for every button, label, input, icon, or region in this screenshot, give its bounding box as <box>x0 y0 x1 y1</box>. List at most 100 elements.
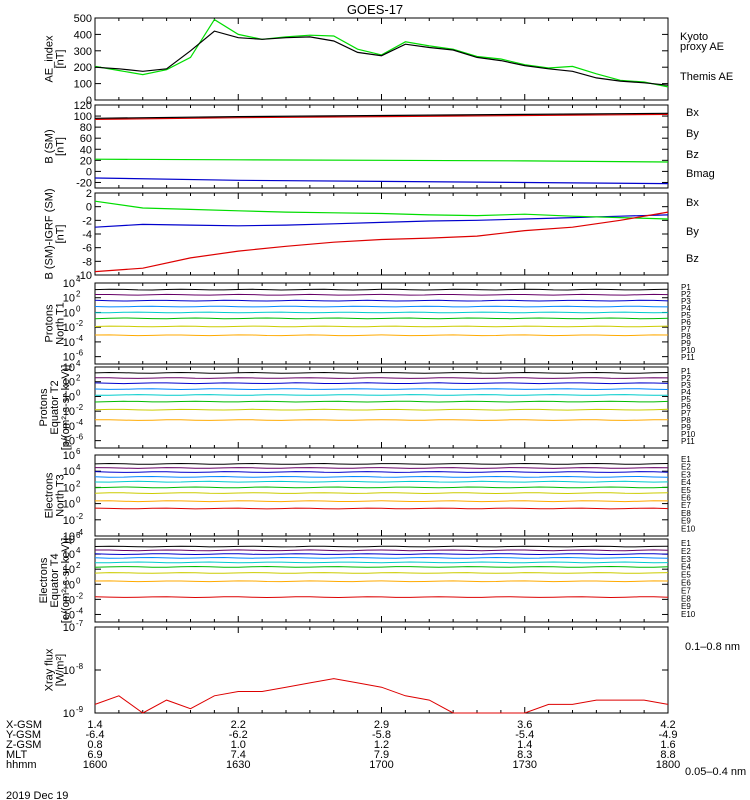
y-tick-label: 500 <box>74 13 92 25</box>
y-tick-exponent: 0 <box>76 496 81 505</box>
y-axis-label: ProtonsEquator T2[p/(cm²-s-sr-keV)] <box>38 365 72 451</box>
axis-row-value: 1730 <box>513 759 537 771</box>
y-tick-exponent: -4 <box>76 334 84 343</box>
axis-row-label: X-GSM <box>6 719 42 731</box>
axis-row-value: 8.3 <box>517 749 532 761</box>
channel-label: P11 <box>681 437 695 446</box>
channel-line-p1 <box>94 288 669 291</box>
axis-row-value: 7.9 <box>374 749 389 761</box>
y-tick-label: 10 <box>63 622 75 634</box>
axis-row-value: 4.2 <box>660 719 675 731</box>
channel-label: P8 <box>681 416 691 425</box>
y-tick-label: 0 <box>86 95 92 107</box>
legend-entry: Themis AE <box>680 71 733 83</box>
y-tick-exponent: 4 <box>76 275 81 284</box>
panel-bres: B (SM)-IGRF (SM)[nT] -10 -8-6 -4 -20 2 Bx By Bz <box>44 188 700 282</box>
y-tick-exponent: 0 <box>76 388 81 397</box>
panel-frame <box>94 366 669 449</box>
series-line <box>94 30 669 86</box>
channel-line-e9 <box>94 596 669 599</box>
channel-label: E6 <box>681 579 691 588</box>
channel-label: P8 <box>681 332 691 341</box>
panel-frame <box>94 192 669 276</box>
channel-label: E6 <box>681 494 691 503</box>
channel-label: P2 <box>681 290 691 299</box>
y-axis-label: B (SM)[nT] <box>44 129 67 163</box>
legend-entry: Bmag <box>686 168 715 180</box>
channel-line-p6 <box>94 317 669 320</box>
panel-protons-t2: ProtonsEquator T2[p/(cm²-s-sr-keV)]10 410… <box>38 359 696 450</box>
channel-label: E5 <box>681 486 691 495</box>
y-tick-label: 40 <box>80 144 92 156</box>
y-tick-label: 80 <box>80 122 92 134</box>
channel-label: P4 <box>681 304 691 313</box>
y-tick-label: 20 <box>80 155 92 167</box>
y-tick-label: 10 <box>63 499 75 511</box>
y-tick-label: 10 <box>63 531 75 543</box>
y-tick-label: 10 <box>63 579 75 591</box>
channel-line-e4 <box>94 475 669 478</box>
y-tick-label: 10 <box>63 466 75 478</box>
channel-line-p2 <box>95 293 669 296</box>
channel-line-p2 <box>94 377 669 379</box>
axis-row-value: 0.8 <box>87 739 102 751</box>
channel-line-e5 <box>94 480 669 483</box>
axis-row-value: 1800 <box>656 759 680 771</box>
series-line <box>94 158 669 163</box>
y-tick-label: 10 <box>63 362 75 374</box>
y-tick-label: 10 <box>63 322 75 334</box>
y-tick-label: 10 <box>63 436 75 448</box>
y-tick-exponent: 0 <box>76 576 81 585</box>
channel-line-p5 <box>95 394 669 396</box>
channel-line-e4 <box>94 556 669 559</box>
legend-entry: Bx <box>686 107 699 119</box>
series-line <box>94 211 669 273</box>
axis-row-value: 1.6 <box>660 739 675 751</box>
channel-label: E7 <box>681 586 691 595</box>
y-tick-label: 10 <box>63 278 75 290</box>
axis-row-value: 1630 <box>226 759 250 771</box>
y-axis-label: B (SM)-IGRF (SM)[nT] <box>44 188 67 279</box>
axis-row-value: -4.9 <box>659 729 678 741</box>
channel-line-e1 <box>94 462 669 465</box>
channel-label: P6 <box>681 402 691 411</box>
y-tick-label: 10 <box>63 406 75 418</box>
y-tick-exponent: -6 <box>76 349 84 358</box>
y-tick-exponent: -8 <box>76 662 84 671</box>
y-tick-label: 0 <box>86 202 92 214</box>
y-tick-label: 200 <box>74 62 92 74</box>
y-tick-label: 10 <box>63 421 75 433</box>
axis-row-value: -6.2 <box>229 729 248 741</box>
channel-label: P10 <box>681 346 696 355</box>
y-tick-label: 10 <box>63 450 75 462</box>
y-tick-exponent: 4 <box>76 546 81 555</box>
y-tick-label: 10 <box>63 609 75 621</box>
channel-label: E2 <box>681 463 691 472</box>
legend-entry: By <box>686 128 699 140</box>
y-tick-exponent: 2 <box>76 374 81 383</box>
y-axis-label: ProtonsNorth T1 <box>44 302 67 345</box>
y-tick-exponent: -2 <box>76 591 84 600</box>
axis-row-value: 7.4 <box>231 749 246 761</box>
y-tick-label: 10 <box>63 352 75 364</box>
channel-line-e7 <box>94 492 669 495</box>
y-tick-exponent: 2 <box>76 479 81 488</box>
y-tick-exponent: 6 <box>76 447 81 456</box>
y-tick-label: 10 <box>63 534 75 546</box>
channel-line-p5 <box>94 311 669 314</box>
axis-row-value: 6.9 <box>87 749 102 761</box>
channel-label: P9 <box>681 339 691 348</box>
y-tick-label: 10 <box>63 665 75 677</box>
y-axis-label: AE_index[nT] <box>44 35 67 83</box>
axis-row-value: 8.8 <box>660 749 675 761</box>
channel-label: P5 <box>681 311 691 320</box>
legend-entry: 0.1–0.8 nm <box>685 641 740 653</box>
channel-label: P7 <box>681 409 691 418</box>
channel-line-e9 <box>94 507 669 510</box>
series-line <box>94 678 669 714</box>
y-tick-exponent: -4 <box>76 606 84 615</box>
y-tick-label: 10 <box>63 293 75 305</box>
axis-row-value: 1.4 <box>517 739 532 751</box>
